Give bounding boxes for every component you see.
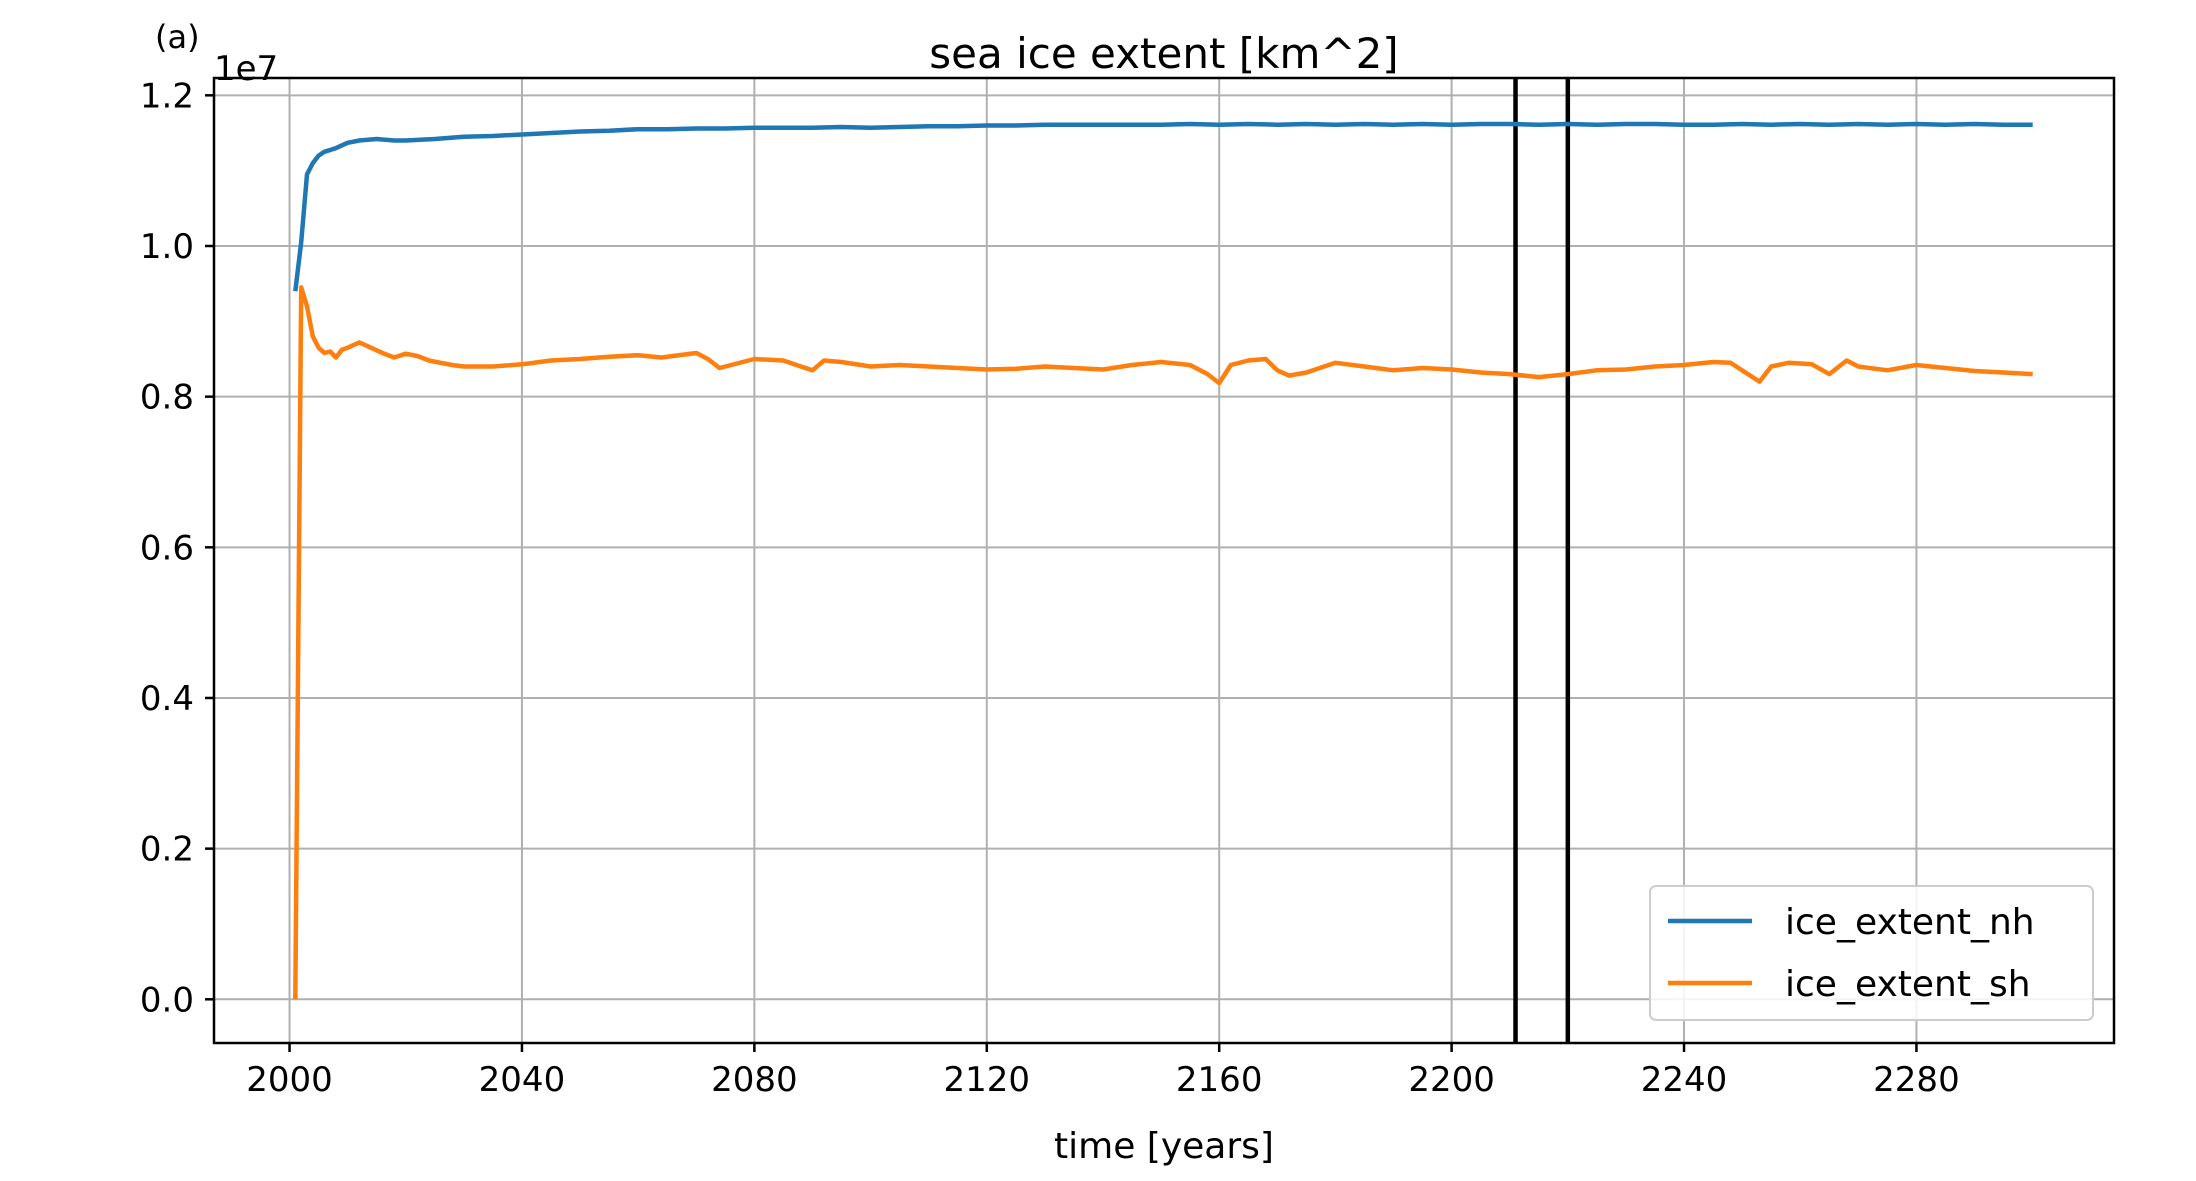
x-tick-label: 2080	[711, 1060, 798, 1100]
series-line-ice_extent_sh	[293, 285, 2033, 1000]
y-tick-label: 0.2	[140, 830, 194, 870]
axis-ticks: 2000 2040 2080 2120 2160 2200 2240 2280 0.0 0.2 0.…	[140, 76, 1960, 1100]
x-tick-label: 2040	[479, 1060, 566, 1100]
x-tick-label: 2280	[1873, 1060, 1960, 1100]
y-tick-label: 0.8	[140, 378, 194, 418]
legend-label-sh: ice_extent_sh	[1785, 964, 2031, 1005]
legend-label-nh: ice_extent_nh	[1785, 902, 2035, 943]
chart-title: sea ice extent [km^2]	[929, 29, 1398, 78]
x-tick-label: 2120	[944, 1060, 1031, 1100]
plot-lines	[293, 121, 2033, 1000]
y-exponent-label: 1e7	[214, 49, 278, 89]
x-tick-label: 2000	[246, 1060, 333, 1100]
x-tick-label: 2240	[1641, 1060, 1728, 1100]
plot-frame	[212, 76, 2116, 1045]
x-axis-label: time [years]	[1054, 1126, 1274, 1167]
legend: ice_extent_nh ice_extent_sh	[1649, 885, 2094, 1021]
y-tick-label: 1.2	[140, 76, 194, 116]
vertical-markers	[1513, 78, 1571, 1043]
grid	[214, 78, 2114, 1043]
y-tick-label: 0.0	[140, 980, 194, 1020]
y-tick-label: 1.0	[140, 227, 194, 267]
x-tick-label: 2200	[1408, 1060, 1495, 1100]
series-line-ice_extent_nh	[293, 121, 2033, 292]
y-tick-label: 0.4	[140, 679, 194, 719]
x-tick-label: 2160	[1176, 1060, 1263, 1100]
panel-label: (a)	[155, 18, 200, 56]
legend-box	[1649, 885, 2094, 1021]
y-tick-label: 0.6	[140, 528, 194, 568]
